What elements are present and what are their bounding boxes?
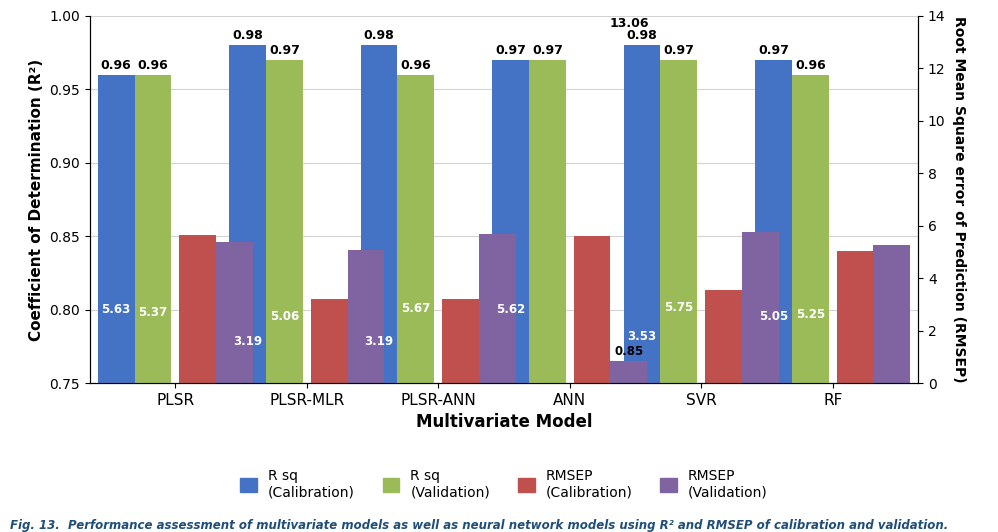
Text: 0.97: 0.97 (664, 44, 695, 57)
Text: Fig. 13.  Performance assessment of multivariate models as well as neural networ: Fig. 13. Performance assessment of multi… (10, 519, 948, 532)
Text: 3.19: 3.19 (364, 335, 393, 348)
Text: 0.98: 0.98 (363, 29, 394, 43)
Bar (792, 74, 828, 383)
Bar (479, 235, 516, 383)
Text: 3.53: 3.53 (628, 330, 657, 343)
Bar (492, 60, 529, 383)
Y-axis label: Root Mean Square error of Prediction (RMSEP): Root Mean Square error of Prediction (RM… (952, 16, 966, 383)
Bar (230, 45, 266, 383)
Text: 0.85: 0.85 (615, 345, 644, 358)
Bar (397, 74, 434, 383)
Text: 5.05: 5.05 (758, 310, 788, 323)
Text: 3.19: 3.19 (234, 335, 262, 348)
Bar (347, 251, 384, 383)
Bar (742, 232, 778, 383)
Bar (442, 300, 479, 383)
Bar (574, 236, 611, 383)
Bar (529, 60, 566, 383)
Bar (873, 245, 910, 383)
Text: 0.97: 0.97 (532, 44, 563, 57)
Bar (266, 60, 302, 383)
Legend: R sq
(Calibration), R sq
(Validation), RMSEP
(Calibration), RMSEP
(Validation): R sq (Calibration), R sq (Validation), R… (235, 463, 773, 505)
Text: 5.67: 5.67 (401, 302, 430, 315)
Text: 5.37: 5.37 (139, 306, 168, 319)
Bar (310, 300, 347, 383)
Bar (135, 74, 172, 383)
Y-axis label: Coefficient of Determination (R²): Coefficient of Determination (R²) (29, 59, 44, 340)
Text: 5.75: 5.75 (665, 301, 694, 314)
Bar (755, 60, 792, 383)
Text: 0.96: 0.96 (795, 59, 825, 72)
Text: 5.62: 5.62 (496, 303, 525, 316)
Bar (180, 236, 216, 383)
X-axis label: Multivariate Model: Multivariate Model (416, 413, 592, 431)
Bar (98, 74, 135, 383)
Text: 0.98: 0.98 (627, 29, 658, 43)
Text: 0.97: 0.97 (269, 44, 299, 57)
Text: 0.96: 0.96 (400, 59, 431, 72)
Bar (836, 251, 873, 383)
Bar (360, 45, 397, 383)
Text: 0.97: 0.97 (495, 44, 526, 57)
Text: 5.25: 5.25 (795, 307, 825, 321)
Bar (611, 361, 648, 383)
Text: 5.63: 5.63 (102, 303, 131, 315)
Text: 0.98: 0.98 (233, 29, 263, 43)
Bar (216, 242, 252, 383)
Text: 0.96: 0.96 (138, 59, 169, 72)
Text: 13.06: 13.06 (609, 18, 649, 30)
Bar (624, 45, 661, 383)
Bar (661, 60, 698, 383)
Text: 0.97: 0.97 (758, 44, 789, 57)
Text: 0.96: 0.96 (101, 59, 132, 72)
Bar (706, 290, 742, 383)
Text: 5.06: 5.06 (269, 310, 299, 323)
